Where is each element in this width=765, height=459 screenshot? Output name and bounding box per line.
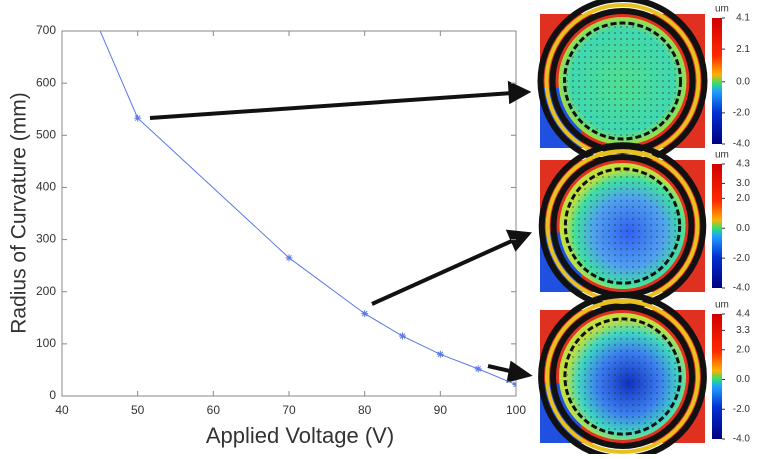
colorbar-tick-label: -4.0	[733, 283, 751, 294]
x-tick-label: 90	[434, 403, 448, 417]
y-tick-label: 500	[36, 127, 56, 141]
colorbar-tick-label: 0.0	[736, 374, 750, 385]
point-marker	[134, 114, 142, 122]
x-tick-label: 80	[358, 403, 372, 417]
point-marker	[399, 332, 406, 340]
colorbar-tick-label: -2.0	[733, 404, 751, 415]
map-dots	[566, 25, 679, 137]
plot-frame	[61, 30, 517, 397]
x-axis-label: Applied Voltage (V)	[206, 423, 394, 448]
colorbar-tick-label: -4.0	[733, 434, 751, 445]
colorbar	[712, 314, 722, 439]
y-tick-label: 100	[36, 336, 56, 350]
map-dashed-ring	[563, 167, 682, 285]
colorbar-tick-label: 2.0	[736, 344, 750, 355]
colorbar-tick-label: 4.4	[736, 309, 750, 320]
colorbar-tick-label: 2.1	[736, 44, 750, 55]
colorbar-tick-label: 4.3	[736, 159, 750, 170]
y-tick-label: 0	[49, 388, 56, 402]
point-marker	[361, 310, 369, 318]
y-tick-label: 700	[36, 23, 56, 37]
map-ring	[545, 299, 700, 454]
x-tick-label: 50	[131, 403, 145, 417]
surface-map	[537, 0, 708, 166]
colorbar-tick-label: 0.0	[736, 223, 750, 234]
surface-map	[538, 142, 707, 310]
x-tick-label: 40	[55, 403, 69, 417]
x-tick-label: 60	[207, 403, 221, 417]
colorbar-tick-label: 4.1	[736, 13, 750, 24]
colorbar-tick-label: 3.3	[736, 325, 750, 336]
colorbar-unit: um	[715, 4, 729, 15]
point-marker	[474, 365, 482, 373]
y-tick-label: 400	[36, 180, 56, 194]
map-dashed-ring	[563, 317, 682, 436]
map-ring	[550, 304, 695, 449]
colorbar-unit: um	[715, 150, 729, 161]
colorbar-tick-label: 2.0	[736, 193, 750, 204]
series-line	[99, 31, 516, 385]
colorbar	[712, 164, 722, 288]
colorbar	[712, 18, 722, 144]
colorbar-unit: um	[715, 300, 729, 311]
surface-map	[538, 292, 707, 459]
x-tick-label: 100	[506, 403, 526, 417]
y-tick-label: 300	[36, 232, 56, 246]
map-dots	[567, 170, 678, 282]
point-marker	[436, 350, 444, 358]
x-tick-label: 70	[282, 403, 296, 417]
arrows	[149, 80, 533, 383]
map-dots	[566, 320, 679, 433]
colorbar-tick-label: -2.0	[733, 108, 751, 119]
map-dashed-ring	[563, 21, 682, 141]
point-marker	[285, 254, 293, 262]
plot-area	[99, 31, 516, 389]
colorbar-tick-label: -2.0	[733, 253, 751, 264]
y-tick-label: 600	[36, 75, 56, 89]
colorbar-tick-label: 3.0	[736, 178, 750, 189]
colorbar-tick-label: -4.0	[733, 139, 751, 150]
colorbar-tick-label: 0.0	[736, 76, 750, 87]
y-axis-label: Radius of Curvature (mm)	[8, 92, 31, 334]
point-marker	[512, 381, 516, 389]
y-tick-label: 200	[36, 284, 56, 298]
